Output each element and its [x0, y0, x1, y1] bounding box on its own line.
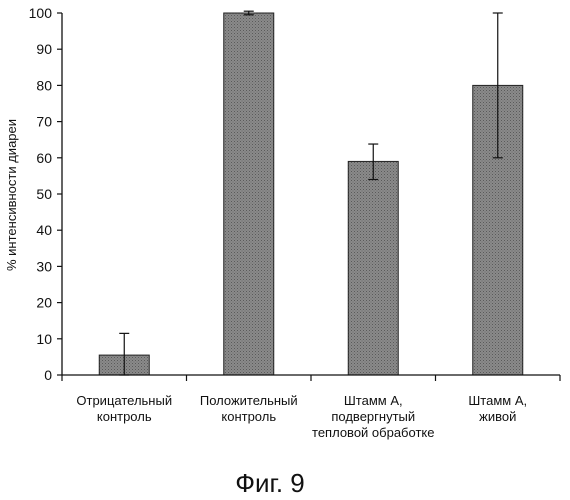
y-tick-label: 80 — [36, 77, 52, 93]
y-tick-label: 30 — [36, 258, 52, 274]
x-axis: Отрицательныйконтроль Положительныйконтро… — [62, 375, 560, 440]
bar — [224, 13, 274, 375]
x-category-label: Положительныйконтроль — [200, 393, 298, 424]
bars — [99, 13, 523, 375]
x-category-label: Штамм А,подвергнутыйтепловой обработке — [312, 393, 434, 440]
y-tick-label: 90 — [36, 41, 52, 57]
y-axis-label: % интенсивности диареи — [4, 119, 19, 271]
figure-caption: Фиг. 9 — [235, 468, 305, 498]
y-tick-label: 50 — [36, 186, 52, 202]
bar — [348, 161, 398, 375]
y-tick-label: 40 — [36, 222, 52, 238]
y-tick-label: 10 — [36, 331, 52, 347]
error-bars — [119, 11, 503, 375]
y-tick-label: 60 — [36, 150, 52, 166]
y-tick-label: 100 — [29, 5, 53, 21]
x-category-label: Штамм А,живой — [468, 393, 527, 424]
x-category-label: Отрицательныйконтроль — [76, 393, 172, 424]
y-axis: 0 10 20 30 40 50 60 70 80 90 100 — [29, 5, 62, 383]
y-tick-label: 20 — [36, 295, 52, 311]
y-tick-label: 70 — [36, 114, 52, 130]
y-tick-label: 0 — [44, 367, 52, 383]
